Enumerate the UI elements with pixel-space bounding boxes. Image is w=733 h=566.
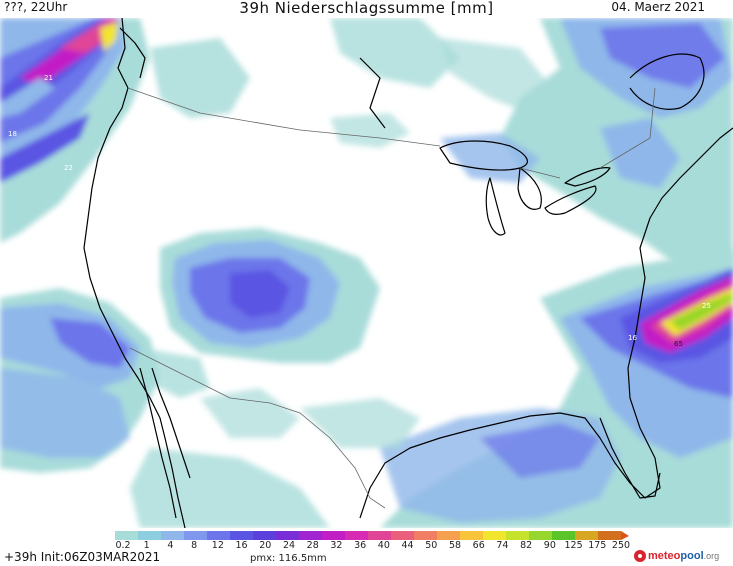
map-label-18: 18 — [8, 130, 17, 138]
precipitation-map: 21 18 22 16 65 25 — [0, 18, 733, 528]
header: ???, 22Uhr 39h Niederschlagssumme [mm] 0… — [0, 0, 733, 18]
footer: 0.2 1 4 8 12 16 20 24 28 32 36 40 44 50 58 66 74 82 90 125 1… — [0, 528, 733, 566]
rockies-precip-field — [160, 228, 380, 363]
california-precip-field — [0, 288, 210, 473]
legend-tick-label: 82 — [520, 540, 533, 551]
legend-tick-label: 24 — [282, 540, 296, 551]
coastlines — [83, 18, 733, 528]
legend-swatch — [322, 531, 345, 540]
logo-text-pool: pool — [680, 550, 704, 562]
legend-tick-label: 28 — [306, 540, 319, 551]
legend-tick-label: 12 — [211, 540, 224, 551]
map-canvas: 21 18 22 16 65 25 — [0, 18, 733, 528]
forecast-date: 04. Maerz 2021 — [611, 0, 705, 14]
legend-swatch — [437, 531, 460, 540]
legend-swatch — [276, 531, 299, 540]
northeast-precip-field — [440, 18, 733, 278]
logo-text-meteo: meteo — [648, 550, 681, 562]
legend-tick-label: 44 — [401, 540, 414, 551]
legend-swatch — [575, 531, 598, 540]
legend-tick-label: 0.2 — [115, 540, 131, 551]
forecast-time-label: ???, 22Uhr — [4, 0, 68, 14]
southeast-precip-field — [300, 248, 733, 528]
legend-tick-label: 74 — [496, 540, 509, 551]
legend-swatch — [138, 531, 161, 540]
legend-swatch — [414, 531, 437, 540]
legend-swatch — [115, 531, 138, 540]
legend-swatch — [506, 531, 529, 540]
legend-tick-label: 16 — [235, 540, 248, 551]
legend-swatch — [483, 531, 506, 540]
legend-swatch — [161, 531, 184, 540]
legend-tick-label: 66 — [472, 540, 485, 551]
meteopool-logo-icon — [634, 550, 646, 562]
legend-tick-label: 125 — [564, 540, 583, 551]
legend-tick-label: 40 — [377, 540, 390, 551]
legend-swatch — [299, 531, 322, 540]
logo-text-org: .org — [703, 551, 720, 561]
legend-swatch — [368, 531, 391, 540]
map-label-22: 22 — [64, 164, 73, 172]
pmx-label: pmx: 116.5mm — [250, 553, 327, 564]
legend-tick-label: 250 — [611, 540, 631, 551]
legend-tick-label: 58 — [448, 540, 462, 551]
legend-swatch — [598, 531, 621, 540]
map-label-65: 65 — [674, 340, 683, 348]
legend-tick-label: 20 — [259, 540, 272, 551]
legend-swatch — [552, 531, 575, 540]
legend-swatch — [207, 531, 230, 540]
legend-tick-label: 1 — [143, 540, 150, 551]
legend-tick-label: 8 — [191, 540, 198, 551]
legend-swatch — [230, 531, 253, 540]
legend-ticks: 0.2 1 4 8 12 16 20 24 28 32 36 40 44 50 58 66 74 82 90 125 1… — [115, 540, 631, 552]
legend-arrow-icon — [621, 531, 629, 540]
legend-tick-label: 50 — [425, 540, 438, 551]
map-title: 39h Niederschlagssumme [mm] — [239, 0, 494, 17]
legend-swatch — [529, 531, 552, 540]
legend-swatch — [391, 531, 414, 540]
meteopool-logo[interactable]: meteo pool .org — [634, 548, 719, 564]
pacific-precip-field — [0, 18, 150, 243]
legend-colorbar — [115, 531, 629, 540]
legend-swatch — [253, 531, 276, 540]
legend-tick-label: 4 — [167, 540, 174, 551]
map-label-21: 21 — [44, 74, 53, 82]
legend-tick-label: 175 — [588, 540, 607, 551]
init-time-label: +39h Init:06Z03MAR2021 — [4, 550, 161, 564]
legend-swatch — [184, 531, 207, 540]
legend-tick-label: 90 — [543, 540, 556, 551]
map-label-25: 25 — [702, 302, 711, 310]
country-borders — [127, 87, 656, 509]
map-label-16: 16 — [628, 334, 637, 342]
legend-swatch — [460, 531, 483, 540]
legend-tick-label: 32 — [330, 540, 343, 551]
legend-tick-label: 36 — [354, 540, 367, 551]
legend-swatch — [345, 531, 368, 540]
